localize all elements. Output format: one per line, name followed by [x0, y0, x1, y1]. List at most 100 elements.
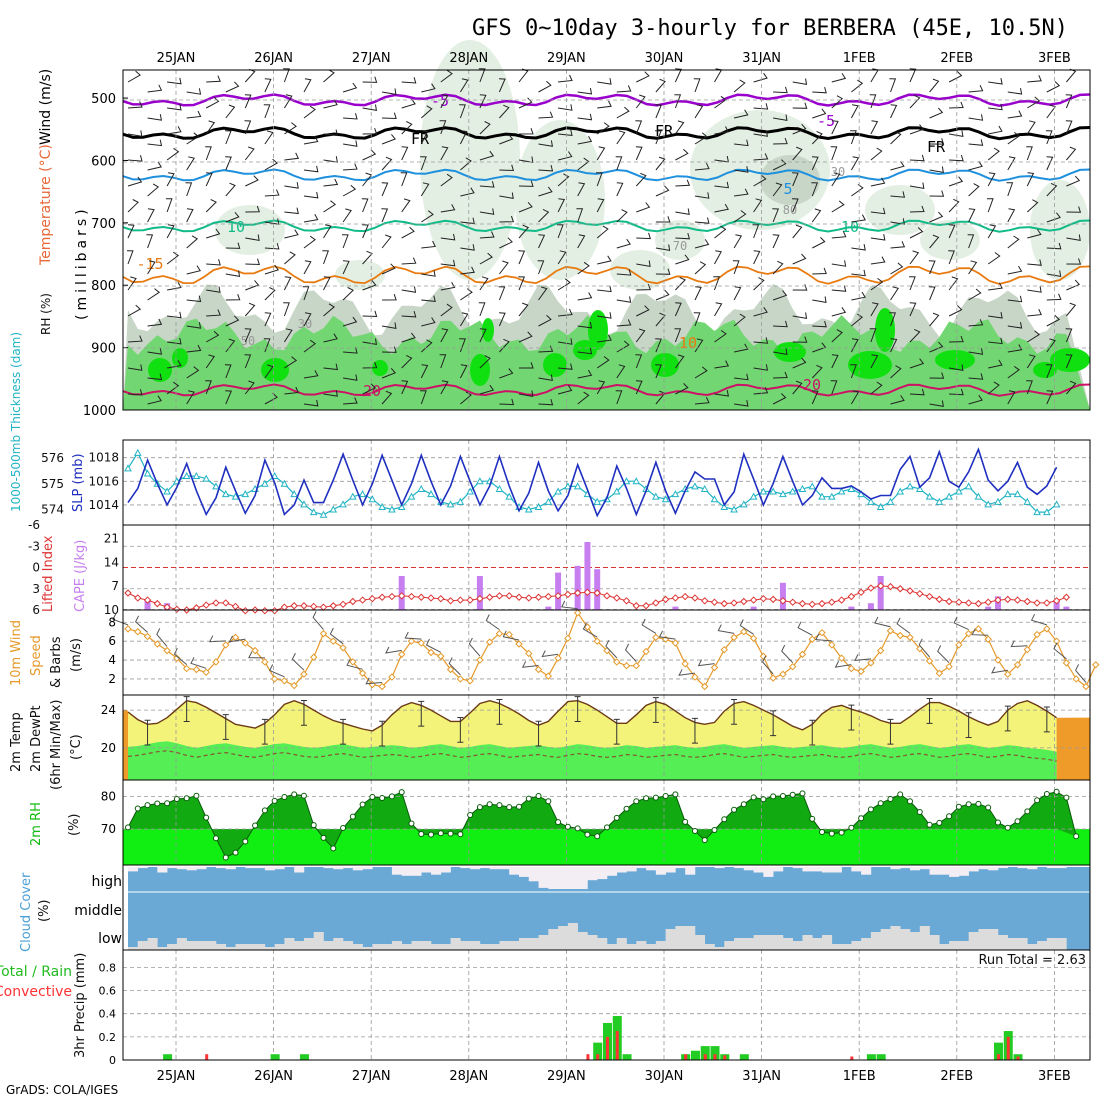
- wind10-line-point: [212, 658, 220, 666]
- wind-barb: [714, 203, 729, 213]
- wind-barb: [870, 177, 886, 187]
- rh2m-line-point: [516, 803, 522, 810]
- wind-barb: [538, 140, 554, 147]
- rh2m-line-point: [545, 798, 552, 805]
- cloud-high-bar: [167, 867, 178, 869]
- cloud-low-bar: [831, 944, 842, 950]
- cloud-low-bar: [548, 929, 559, 950]
- wind-barb: [850, 104, 859, 119]
- wind-barb: [909, 94, 921, 109]
- thickness-line-point: [749, 492, 758, 500]
- temp2m-line: [127, 699, 1057, 732]
- wind-barb: [850, 364, 857, 379]
- cloud-high-bar: [1056, 867, 1067, 869]
- cloud-low-bar: [939, 944, 950, 950]
- wind-barb: [616, 364, 626, 379]
- cloud-low-bar: [479, 944, 490, 950]
- cloud-low-bar: [616, 938, 627, 950]
- cloud-low-bar: [626, 944, 637, 950]
- upper-rh-label: RH (%): [39, 293, 53, 335]
- wind10-line-point: [896, 631, 904, 640]
- wind10-line-point: [788, 662, 797, 671]
- lifted-index-line-point: [388, 592, 396, 601]
- wind10-barb: [781, 644, 794, 664]
- wind10-line-point: [241, 639, 250, 647]
- lifted-index-line-point: [554, 592, 562, 600]
- wind-barb: [792, 123, 807, 135]
- wind-barb: [382, 346, 397, 353]
- wind-barb: [558, 74, 573, 83]
- wind-barb: [206, 309, 221, 317]
- wind-barb: [929, 138, 945, 145]
- wind-barb: [146, 234, 154, 249]
- wind-barb: [988, 103, 1003, 111]
- wind-barb: [147, 161, 162, 171]
- thickness-line-point: [798, 484, 807, 492]
- cloud-low-bar: [411, 941, 422, 950]
- wind-barb: [850, 390, 860, 405]
- wind-barb: [929, 312, 940, 327]
- dewpoint-line: [127, 750, 1057, 762]
- lifted-index-line-point: [534, 593, 543, 601]
- wind-barb: [988, 359, 1003, 369]
- lifted-index-line-point: [378, 593, 386, 601]
- thickness-line-point: [818, 492, 826, 500]
- lifted-index-line-point: [769, 595, 777, 604]
- wind-barb: [303, 339, 317, 353]
- cloud-low-bar: [773, 935, 784, 950]
- precip-total-bar: [700, 1046, 710, 1060]
- cloud-high-bar: [734, 867, 745, 869]
- rh2m-line-point: [799, 790, 806, 797]
- wind-barb: [870, 234, 886, 241]
- wind-barb: [968, 139, 984, 146]
- wind-barb: [264, 130, 274, 145]
- wind-barb: [460, 217, 475, 225]
- cloud-low-bar: [577, 932, 588, 950]
- rh2m-line-point: [564, 823, 571, 830]
- temp-minmax-bar: [848, 704, 855, 731]
- wind-barb: [421, 210, 434, 223]
- wind-barb: [968, 183, 980, 197]
- wind-barb: [773, 371, 788, 379]
- cloud-high-bar: [274, 867, 285, 870]
- rh-saturated-area: [1033, 362, 1057, 378]
- lifted-index-line-point: [525, 594, 533, 602]
- wind-barb: [420, 182, 430, 197]
- cloud-high-bar: [577, 867, 588, 889]
- wind-barb: [382, 322, 397, 330]
- wind-barb: [674, 354, 685, 369]
- wind-barb: [1046, 293, 1062, 301]
- date-label-top: 26JAN: [254, 51, 293, 66]
- wind-barb: [616, 85, 632, 93]
- thickness-line-point: [241, 490, 250, 498]
- wind-barb: [538, 374, 553, 382]
- wind-barb: [675, 383, 689, 395]
- rh2m-line-point: [398, 789, 405, 796]
- rh2m-line-point: [222, 854, 229, 861]
- wind-barb: [1065, 328, 1073, 343]
- wind-barb: [225, 270, 241, 278]
- thickness-line-point: [231, 492, 240, 500]
- wind-barb: [655, 156, 666, 171]
- wind-barb: [909, 250, 920, 265]
- wind-barb: [733, 210, 747, 223]
- rh2m-line-point: [652, 794, 659, 801]
- wind-barb: [323, 178, 339, 187]
- wind-barb: [576, 208, 584, 223]
- cloud-low-bar: [206, 941, 217, 950]
- wind-barb: [342, 316, 358, 327]
- cloud-low-bar: [743, 938, 754, 950]
- contour-label: 50: [241, 334, 255, 348]
- cloud-high-bar: [1027, 867, 1038, 870]
- wind-barb: [675, 179, 691, 187]
- wind10-tick-label: 8: [108, 615, 116, 629]
- rh2m-line-point: [789, 791, 796, 798]
- wind-barb: [988, 78, 1003, 85]
- cloud-high-bar: [421, 867, 432, 873]
- wind-barb: [440, 303, 453, 317]
- wind-barb: [264, 312, 272, 327]
- wind-barb: [694, 261, 707, 275]
- wind-barb: [635, 172, 647, 187]
- wind10-barb: [678, 669, 696, 676]
- wind-barb: [401, 77, 417, 84]
